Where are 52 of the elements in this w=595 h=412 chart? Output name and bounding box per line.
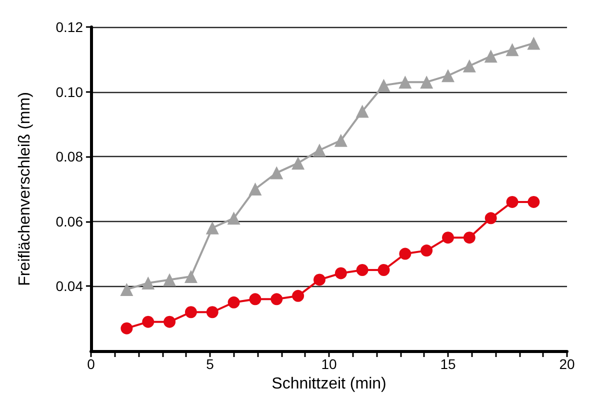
point: [356, 264, 368, 276]
point: [184, 270, 198, 283]
point: [313, 274, 326, 286]
x-tick-label: 5: [206, 356, 214, 372]
point: [292, 290, 304, 302]
point: [420, 76, 434, 89]
point: [527, 36, 540, 50]
y-tick-label: 0.06: [56, 213, 84, 230]
point: [334, 267, 347, 280]
point: [462, 59, 476, 72]
point: [463, 232, 476, 244]
point: [312, 144, 326, 157]
point: [506, 196, 518, 208]
point: [142, 316, 154, 328]
point: [378, 264, 390, 276]
point: [270, 293, 283, 306]
y-axis-title: Freiflächenverschleiß (mm): [16, 92, 34, 286]
point: [356, 104, 369, 118]
x-tick-label: 10: [321, 356, 337, 372]
point: [528, 196, 540, 208]
point: [120, 282, 134, 296]
point: [484, 50, 498, 63]
y-tick-label: 0.12: [56, 19, 84, 35]
x-tick-label: 0: [87, 356, 96, 372]
point: [228, 296, 240, 308]
y-tick-label: 0.08: [56, 148, 84, 165]
point: [206, 306, 218, 318]
point: [249, 293, 262, 306]
point: [334, 134, 348, 147]
point: [442, 69, 454, 82]
point: [163, 273, 176, 286]
point: [399, 248, 412, 260]
point: [184, 306, 197, 318]
point: [142, 276, 155, 290]
point: [292, 156, 305, 170]
x-axis-title: Schnittzeit (min): [272, 375, 386, 392]
point: [227, 212, 240, 225]
point: [270, 166, 284, 180]
point: [506, 43, 519, 56]
point: [120, 322, 133, 334]
point: [442, 232, 454, 244]
point: [420, 244, 433, 257]
x-tick-label: 20: [559, 356, 575, 372]
point: [484, 212, 497, 224]
point: [377, 78, 390, 92]
point: [206, 221, 219, 234]
point: [248, 182, 262, 196]
y-tick-label: 0.04: [56, 278, 84, 294]
y-tick-label: 0.10: [56, 84, 84, 100]
point: [164, 316, 176, 328]
point: [398, 76, 412, 89]
x-tick-label: 15: [440, 356, 456, 372]
